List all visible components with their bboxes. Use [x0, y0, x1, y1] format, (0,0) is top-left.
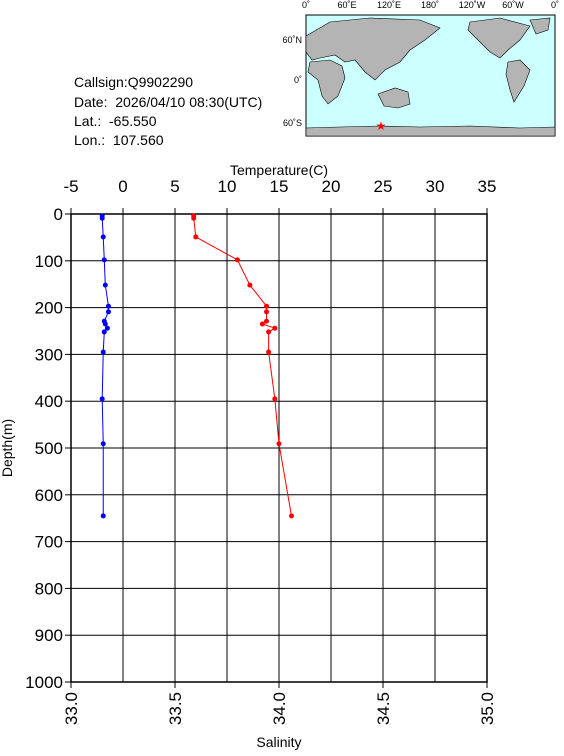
- profile-point: [266, 329, 272, 335]
- y-tick-label: 900: [35, 626, 63, 645]
- float-location: ★: [376, 119, 387, 133]
- x2-tick-label: 5: [170, 177, 179, 196]
- x2-tick-label: 35: [478, 177, 497, 196]
- y-axis-title: Depth(m): [0, 419, 15, 477]
- y-tick-label: 500: [35, 439, 63, 458]
- profile-point: [100, 513, 106, 519]
- profile-point: [264, 303, 270, 309]
- x2-tick-label: 20: [322, 177, 341, 196]
- profile-point: [247, 282, 253, 288]
- map: ★ 0˚ 60˚E 120˚E 180˚ 120˚W 60˚W 0˚ 60˚N …: [282, 0, 559, 137]
- x-tick-label: 33.0: [62, 692, 81, 725]
- x-axis-title: Salinity: [256, 734, 301, 750]
- y-tick-label: 600: [35, 486, 63, 505]
- lon-label: 180˚: [421, 0, 439, 10]
- profile-point: [102, 321, 108, 327]
- x-tick-label: 35.0: [478, 692, 497, 725]
- profile-point: [234, 257, 240, 263]
- profile-point: [102, 282, 108, 288]
- y-tick-label: 100: [35, 252, 63, 271]
- date: Date: 2026/04/10 08:30(UTC): [74, 94, 262, 110]
- x2-tick-label: 0: [118, 177, 127, 196]
- profile-point: [100, 234, 106, 240]
- longitude: Lon.: 107.560: [74, 132, 164, 148]
- lon-label: 60˚W: [502, 0, 524, 10]
- callsign: Callsign:Q9902290: [74, 74, 193, 90]
- profile-point: [99, 215, 105, 221]
- x2-tick-label: 15: [270, 177, 289, 196]
- x2-tick-label: 30: [426, 177, 445, 196]
- lat-label: 60˚N: [282, 35, 302, 45]
- y-tick-label: 1000: [25, 673, 63, 692]
- plot-frame: [70, 213, 488, 683]
- latitude: Lat.: -65.550: [74, 113, 157, 129]
- profile-point: [193, 234, 199, 240]
- profile-point: [191, 215, 197, 221]
- profile-point: [100, 441, 106, 447]
- profile-point: [264, 318, 270, 324]
- lon-label: 120˚E: [377, 0, 401, 10]
- lon-label: 0˚: [302, 0, 310, 10]
- lat-label: 60˚S: [283, 118, 302, 128]
- lat-label: 0˚: [294, 75, 302, 85]
- lon-label: 0˚: [551, 0, 559, 10]
- land: [305, 17, 556, 137]
- profile-point: [99, 396, 105, 402]
- lon-label: 60˚E: [337, 0, 356, 10]
- y-tick-label: 400: [35, 392, 63, 411]
- profile-point: [101, 329, 107, 335]
- lon-label: 120˚W: [459, 0, 486, 10]
- y-tick-label: 800: [35, 579, 63, 598]
- profile-point: [259, 321, 265, 327]
- x-tick-label: 33.5: [166, 692, 185, 725]
- x2-axis-title: Temperature(C): [230, 162, 328, 178]
- profile-point: [104, 325, 110, 331]
- x-tick-label: 34.0: [270, 692, 289, 725]
- profile-point: [101, 257, 107, 263]
- x2-tick-label: -5: [63, 177, 78, 196]
- x2-tick-label: 25: [374, 177, 393, 196]
- profile-point: [276, 441, 282, 447]
- y-tick-label: 300: [35, 345, 63, 364]
- map-lon-labels: 0˚ 60˚E 120˚E 180˚ 120˚W 60˚W 0˚ 60˚N 0˚…: [282, 0, 559, 128]
- y-tick-label: 200: [35, 299, 63, 318]
- y-tick-label: 700: [35, 533, 63, 552]
- profile-point: [105, 303, 111, 309]
- profile-point: [272, 396, 278, 402]
- profile-point: [100, 349, 106, 355]
- profile-point: [105, 309, 111, 315]
- header-info: Callsign:Q9902290 Date: 2026/04/10 08:30…: [74, 74, 262, 148]
- profile-point: [264, 309, 270, 315]
- profile-point: [272, 325, 278, 331]
- profile-point: [288, 513, 294, 519]
- y-tick-label: 0: [54, 205, 63, 224]
- x2-tick-label: 10: [218, 177, 237, 196]
- profile-point: [266, 349, 272, 355]
- x-tick-label: 34.5: [374, 692, 393, 725]
